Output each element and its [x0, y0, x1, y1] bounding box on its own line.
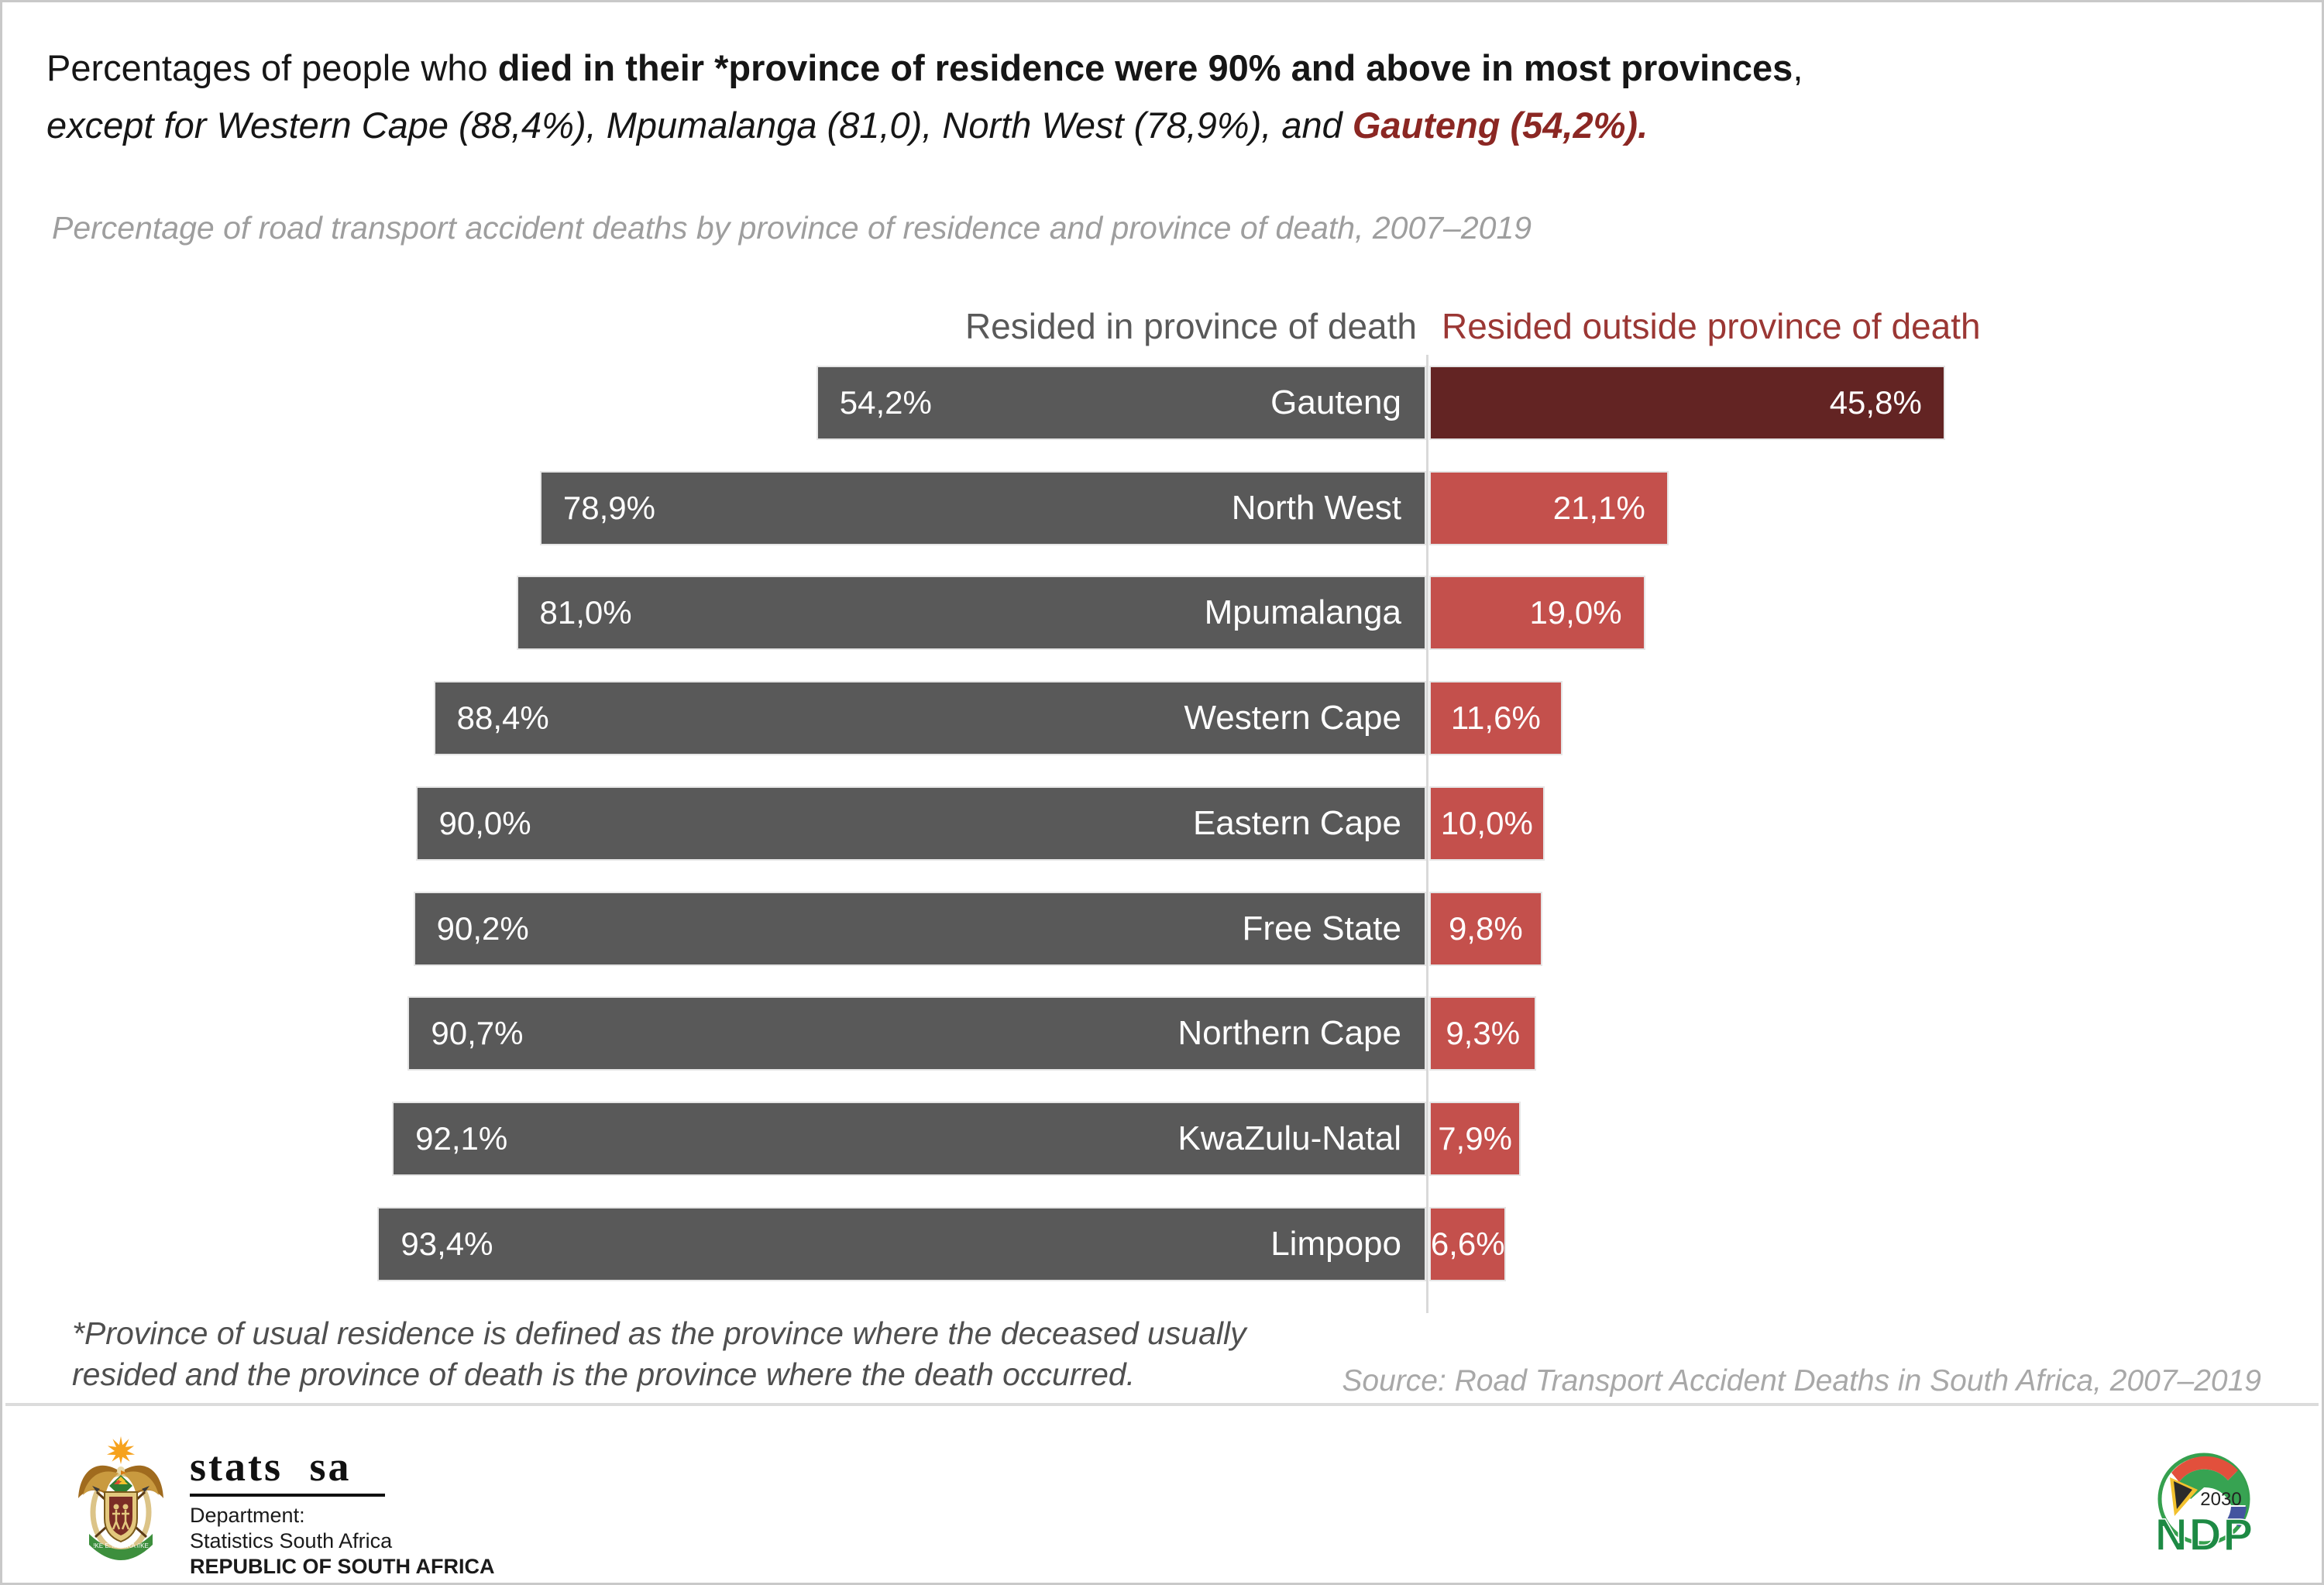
chart-row-free-state: 90,2% Free State 9,8%: [2, 891, 2322, 966]
footer-divider: [5, 1403, 2319, 1406]
chart-row-kwazulu-natal: 92,1% KwaZulu-Natal 7,9%: [2, 1101, 2322, 1176]
province-label: Mpumalanga: [1204, 593, 1401, 632]
bar-resided-in-province: 90,7% Northern Cape: [407, 996, 1426, 1071]
left-value-label: 90,2%: [436, 909, 529, 947]
province-label: Northern Cape: [1177, 1014, 1401, 1053]
bar-resided-outside-province: 45,8%: [1429, 366, 1945, 440]
chart-row-western-cape: 88,4% Western Cape 11,6%: [2, 681, 2322, 756]
province-label: KwaZulu-Natal: [1177, 1119, 1401, 1157]
left-value-label: 78,9%: [562, 489, 655, 526]
left-value-label: 81,0%: [539, 594, 632, 631]
bar-resided-in-province: 90,0% Eastern Cape: [415, 786, 1426, 861]
province-label: Eastern Cape: [1192, 803, 1401, 842]
left-value-label: 90,0%: [438, 804, 531, 841]
right-value-label: 11,6%: [1450, 700, 1541, 737]
right-value-label: 9,3%: [1446, 1015, 1521, 1052]
bar-resided-outside-province: 10,0%: [1429, 786, 1545, 861]
coat-of-arms-icon: !KE E: /XARRA //KE: [78, 1436, 163, 1560]
right-value-label: 45,8%: [1829, 384, 1922, 421]
statssa-country: REPUBLIC OF SOUTH AFRICA: [190, 1555, 495, 1578]
bar-resided-in-province: 88,4% Western Cape: [433, 681, 1426, 756]
left-value-label: 92,1%: [415, 1119, 508, 1157]
ndp-2030-logo: 2030 NDP: [2156, 1453, 2254, 1561]
statssa-dept-label: Department:: [190, 1504, 305, 1527]
bar-resided-outside-province: 7,9%: [1428, 1101, 1521, 1176]
bar-resided-in-province: 81,0% Mpumalanga: [516, 576, 1426, 651]
province-label: Gauteng: [1270, 383, 1401, 421]
left-value-label: 90,7%: [431, 1015, 524, 1052]
bar-resided-in-province: 93,4% Limpopo: [377, 1206, 1426, 1281]
axis-divider-line: [1426, 355, 1428, 1313]
bar-resided-outside-province: 11,6%: [1429, 681, 1563, 756]
right-value-label: 10,0%: [1440, 804, 1533, 841]
statssa-text-block: stats sa Department: Statistics South Af…: [190, 1432, 495, 1580]
chart-row-northern-cape: 90,7% Northern Cape 9,3%: [2, 996, 2322, 1071]
legend-resided-outside-province: Resided outside province of death: [1442, 306, 1981, 346]
ndp-year: 2030: [2200, 1489, 2241, 1510]
ndp-acronym: NDP: [2156, 1510, 2254, 1560]
title-normal-segment: Percentages of people who: [46, 47, 498, 88]
title-gauteng-highlight: Gauteng (54,2%).: [1352, 105, 1648, 146]
left-value-label: 54,2%: [839, 384, 932, 421]
footnote: *Province of usual residence is defined …: [72, 1315, 1246, 1392]
bar-resided-in-province: 54,2% Gauteng: [816, 366, 1426, 440]
title-bold-segment: died in their *province of residence wer…: [497, 47, 1793, 88]
title-italic-segment: except for Western Cape (88,4%), Mpumala…: [46, 105, 1353, 146]
right-value-label: 6,6%: [1430, 1225, 1505, 1262]
province-label: North West: [1231, 488, 1401, 527]
right-value-label: 9,8%: [1448, 909, 1523, 947]
bar-resided-outside-province: 9,8%: [1429, 891, 1542, 966]
statssa-wordmark-rule: [190, 1494, 385, 1497]
source-note: Source: Road Transport Accident Deaths i…: [1342, 1364, 2261, 1398]
province-label: Free State: [1242, 909, 1401, 947]
bar-resided-in-province: 78,9% North West: [539, 470, 1426, 545]
bar-resided-outside-province: 19,0%: [1429, 576, 1645, 651]
statssa-logo-block: !KE E: /XARRA //KE stats sa Department: …: [74, 1432, 495, 1580]
right-value-label: 21,1%: [1552, 489, 1645, 526]
bar-resided-in-province: 90,2% Free State: [413, 891, 1426, 966]
chart-row-limpopo: 93,4% Limpopo 6,6%: [2, 1206, 2322, 1281]
legend-resided-in-province: Resided in province of death: [964, 306, 1417, 346]
bar-resided-outside-province: 6,6%: [1428, 1206, 1507, 1281]
left-value-label: 88,4%: [456, 700, 549, 737]
chart-subtitle: Percentage of road transport accident de…: [52, 210, 1532, 246]
bar-resided-outside-province: 9,3%: [1428, 996, 1537, 1071]
bar-resided-outside-province: 21,1%: [1429, 470, 1669, 545]
statssa-dept-name: Statistics South Africa: [190, 1529, 393, 1552]
statssa-wordmark: stats sa: [190, 1443, 352, 1490]
page-title: Percentages of people who died in their …: [46, 40, 2285, 154]
title-comma: ,: [1793, 47, 1803, 88]
chart-row-eastern-cape: 90,0% Eastern Cape 10,0%: [2, 786, 2322, 861]
bar-resided-in-province: 92,1% KwaZulu-Natal: [392, 1101, 1426, 1176]
chart-row-north-west: 78,9% North West 21,1%: [2, 470, 2322, 545]
chart-row-gauteng: 54,2% Gauteng 45,8%: [2, 366, 2322, 440]
chart-row-mpumalanga: 81,0% Mpumalanga 19,0%: [2, 576, 2322, 651]
coat-of-arms-motto: !KE E: /XARRA //KE: [93, 1542, 149, 1549]
right-value-label: 7,9%: [1438, 1119, 1512, 1157]
province-label: Western Cape: [1184, 699, 1401, 737]
province-label: Limpopo: [1270, 1224, 1401, 1263]
left-value-label: 93,4%: [401, 1225, 493, 1262]
right-value-label: 19,0%: [1529, 594, 1622, 631]
